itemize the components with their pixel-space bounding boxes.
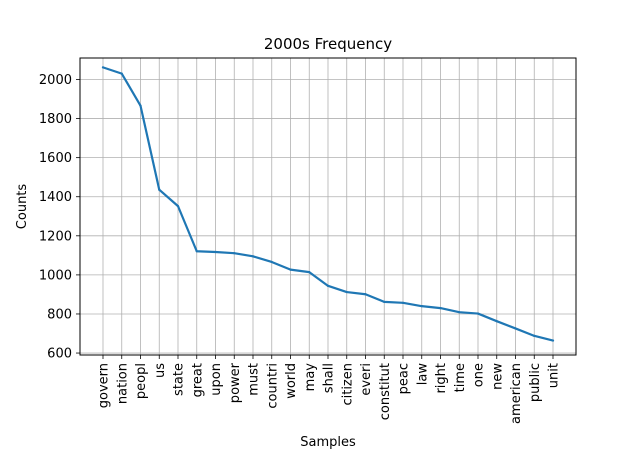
grid bbox=[80, 58, 576, 355]
x-tick-label: constitut bbox=[378, 363, 393, 420]
x-tick-label: right bbox=[434, 363, 449, 394]
data-point bbox=[139, 104, 142, 107]
data-point bbox=[326, 284, 330, 287]
x-tick-label: american bbox=[509, 363, 524, 424]
y-tick-label: 1600 bbox=[39, 151, 72, 166]
data-point bbox=[420, 305, 423, 308]
x-tick-label: nation bbox=[115, 363, 130, 404]
data-point bbox=[514, 327, 517, 330]
x-tick-label: shall bbox=[322, 363, 337, 393]
y-tick-label: 1400 bbox=[39, 190, 72, 205]
y-tick-label: 1000 bbox=[39, 268, 72, 283]
x-tick-label: one bbox=[472, 363, 487, 387]
data-point bbox=[158, 188, 161, 191]
data-point bbox=[495, 320, 498, 323]
data-point bbox=[251, 255, 255, 258]
y-tick-label: 600 bbox=[47, 347, 72, 362]
data-point bbox=[101, 66, 105, 69]
y-axis-label: Counts bbox=[15, 184, 30, 230]
x-tick-label: public bbox=[528, 363, 543, 402]
data-point bbox=[289, 268, 292, 271]
x-tick-label: countri bbox=[265, 363, 280, 409]
data-point bbox=[195, 250, 198, 253]
x-tick-label: unit bbox=[547, 363, 562, 388]
x-axis: govern nation peopl us state great upon power mu… bbox=[97, 355, 562, 424]
y-axis: 600 800 1000 1200 1400 1600 1800 2000 bbox=[39, 73, 80, 362]
data-points bbox=[101, 66, 555, 342]
x-tick-label: law bbox=[415, 363, 430, 386]
data-point bbox=[551, 339, 555, 342]
x-tick-label: power bbox=[228, 362, 243, 403]
x-tick-label: upon bbox=[209, 363, 224, 396]
data-point bbox=[214, 250, 217, 254]
y-tick-label: 2000 bbox=[39, 73, 72, 88]
data-point bbox=[270, 260, 273, 264]
x-tick-label: must bbox=[247, 363, 262, 396]
data-point bbox=[364, 293, 367, 296]
data-point bbox=[533, 334, 536, 337]
y-tick-label: 800 bbox=[47, 307, 72, 322]
x-tick-label: peac bbox=[397, 363, 412, 394]
y-tick-label: 1200 bbox=[39, 229, 72, 244]
x-tick-label: govern bbox=[97, 363, 112, 408]
x-tick-label: citizen bbox=[340, 363, 355, 406]
chart-title: 2000s Frequency bbox=[264, 35, 392, 53]
x-tick-label: us bbox=[153, 363, 168, 378]
data-point bbox=[233, 252, 236, 255]
x-tick-label: time bbox=[453, 363, 468, 392]
data-point bbox=[120, 72, 123, 75]
x-tick-label: great bbox=[190, 363, 205, 397]
x-tick-label: peopl bbox=[134, 363, 149, 399]
data-point bbox=[345, 290, 348, 294]
data-point bbox=[458, 311, 461, 314]
x-tick-label: state bbox=[172, 363, 187, 396]
data-point bbox=[176, 205, 180, 208]
x-tick-label: world bbox=[284, 363, 299, 399]
x-tick-label: new bbox=[490, 363, 505, 390]
y-tick-label: 1800 bbox=[39, 112, 72, 127]
x-tick-label: may bbox=[303, 363, 318, 392]
data-point bbox=[383, 300, 386, 303]
data-point bbox=[308, 271, 311, 274]
data-point bbox=[439, 307, 442, 310]
data-point bbox=[401, 301, 405, 304]
x-tick-label: everi bbox=[359, 363, 374, 396]
data-point bbox=[476, 312, 480, 315]
x-axis-label: Samples bbox=[300, 435, 356, 450]
